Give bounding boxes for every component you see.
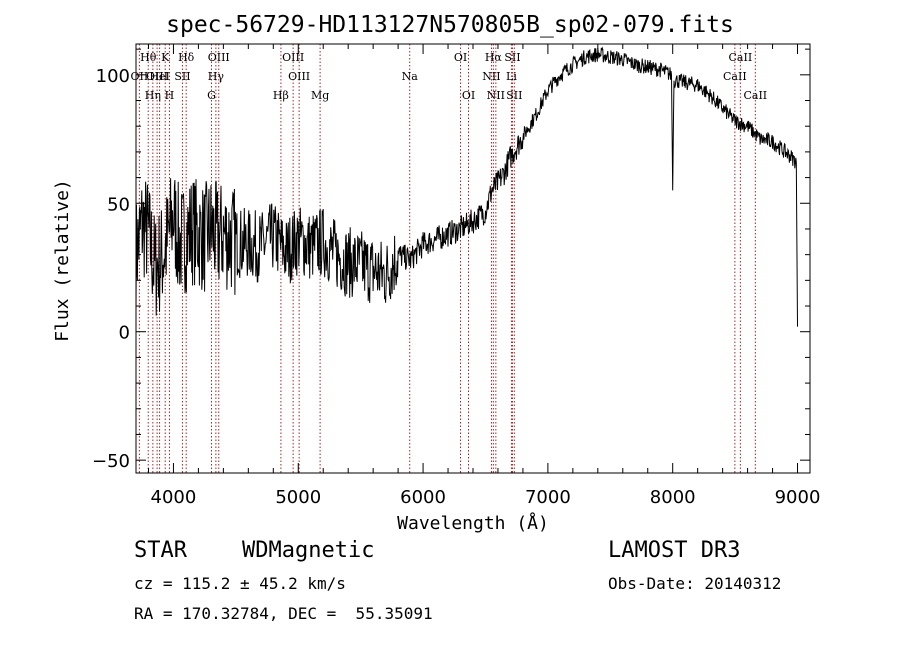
line-label-nii: NII [482, 70, 500, 83]
survey-name: LAMOST DR3 [608, 538, 741, 563]
line-label-na: Na [402, 70, 419, 83]
x-tick-label-8000: 8000 [650, 487, 696, 508]
x-tick-label-9000: 9000 [775, 487, 821, 508]
line-label-hθ: Hθ [140, 51, 157, 64]
line-label-hβ: Hβ [273, 89, 289, 102]
chart-title: spec-56729-HD113127N570805B_sp02-079.fit… [166, 12, 734, 38]
x-tick-label-5000: 5000 [275, 487, 321, 508]
line-label-oi: OI [462, 89, 475, 102]
x-axis-label: Wavelength (Å) [397, 512, 549, 534]
line-label-hα: Hα [485, 51, 503, 64]
line-label-sii: SII [174, 70, 190, 83]
line-label-sii: SII [506, 89, 522, 102]
line-label-oi: OI [454, 51, 467, 64]
y-tick-label--50: −50 [92, 451, 130, 472]
line-label-oiii: OIII [282, 51, 304, 64]
x-tick-label-7000: 7000 [525, 487, 571, 508]
y-tick-label-0: 0 [119, 323, 130, 344]
line-label-g: G [207, 89, 216, 102]
object-class: STAR [134, 538, 187, 563]
line-label-k: K [161, 51, 170, 64]
line-label-h: H [165, 89, 175, 102]
object-subclass: WDMagnetic [242, 538, 375, 563]
line-label-hei: HeI [149, 70, 169, 83]
observation-date: Obs-Date: 20140312 [608, 574, 782, 593]
line-label-caii: CaII [743, 89, 767, 102]
x-tick-label-6000: 6000 [400, 487, 446, 508]
line-label-oiii: OIII [288, 70, 310, 83]
line-label-caii: CaII [723, 70, 747, 83]
line-label-mg: Mg [311, 89, 329, 102]
line-label-oiii: OIII [208, 51, 230, 64]
line-label-nii: NII [487, 89, 505, 102]
line-label-hδ: Hδ [178, 51, 195, 64]
line-label-hη: Hη [145, 89, 161, 102]
x-tick-label-4000: 4000 [151, 487, 197, 508]
redshift-cz: cz = 115.2 ± 45.2 km/s [134, 574, 346, 593]
y-tick-label-100: 100 [96, 66, 130, 87]
y-tick-label-50: 50 [107, 194, 130, 215]
line-label-li: Li [506, 70, 517, 83]
line-label-caii: CaII [729, 51, 753, 64]
y-axis-label: Flux (relative) [52, 179, 73, 342]
line-label-oii: OII [131, 70, 149, 83]
line-label-hγ: Hγ [208, 70, 225, 83]
line-label-sii: SII [504, 51, 520, 64]
spectrum-line [135, 46, 798, 327]
coordinates: RA = 170.32784, DEC = 55.35091 [134, 604, 433, 623]
line-label-oiii: OIII [146, 70, 168, 83]
